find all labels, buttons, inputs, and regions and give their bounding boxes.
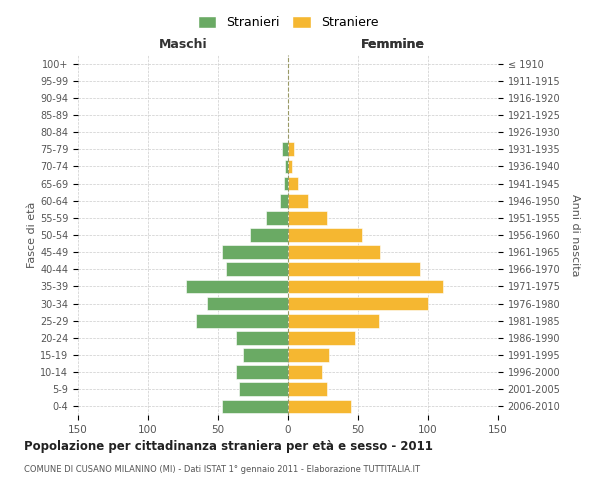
Bar <box>283 142 288 156</box>
Y-axis label: Anni di nascita: Anni di nascita <box>570 194 580 276</box>
Bar <box>243 348 288 362</box>
Bar <box>288 176 298 190</box>
Text: Femmine: Femmine <box>361 38 425 52</box>
Bar <box>288 348 329 362</box>
Bar <box>288 331 355 344</box>
Text: Maschi: Maschi <box>158 38 208 52</box>
Text: Popolazione per cittadinanza straniera per età e sesso - 2011: Popolazione per cittadinanza straniera p… <box>24 440 433 453</box>
Bar <box>285 160 288 173</box>
Text: Femmine: Femmine <box>361 38 425 52</box>
Bar <box>236 331 288 344</box>
Bar <box>239 382 288 396</box>
Bar <box>280 194 288 207</box>
Bar <box>288 262 419 276</box>
Bar <box>196 314 288 328</box>
Bar <box>288 211 327 224</box>
Bar <box>186 280 288 293</box>
Bar <box>288 296 428 310</box>
Bar <box>222 246 288 259</box>
Bar <box>288 228 362 242</box>
Bar <box>222 400 288 413</box>
Bar <box>207 296 288 310</box>
Bar <box>250 228 288 242</box>
Bar <box>288 382 327 396</box>
Bar <box>288 194 308 207</box>
Bar <box>288 314 379 328</box>
Y-axis label: Fasce di età: Fasce di età <box>27 202 37 268</box>
Bar <box>288 142 293 156</box>
Bar <box>288 280 443 293</box>
Bar <box>266 211 288 224</box>
Bar <box>288 400 351 413</box>
Bar <box>288 160 292 173</box>
Bar <box>288 246 380 259</box>
Legend: Stranieri, Straniere: Stranieri, Straniere <box>193 11 383 34</box>
Bar <box>288 366 322 379</box>
Bar <box>284 176 288 190</box>
Text: COMUNE DI CUSANO MILANINO (MI) - Dati ISTAT 1° gennaio 2011 - Elaborazione TUTTI: COMUNE DI CUSANO MILANINO (MI) - Dati IS… <box>24 465 420 474</box>
Bar <box>226 262 288 276</box>
Bar <box>236 366 288 379</box>
